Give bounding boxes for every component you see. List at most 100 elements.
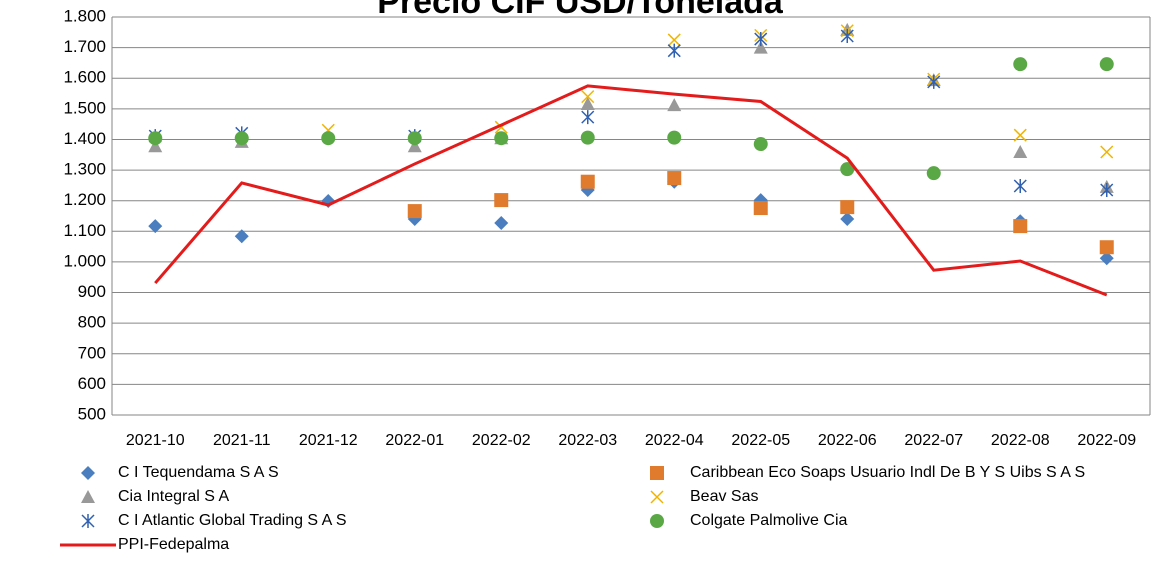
legend-label: Cia Integral S A — [118, 488, 230, 505]
circle — [321, 131, 336, 146]
marker — [753, 201, 768, 216]
marker — [840, 200, 855, 215]
x-tick-label: 2022-05 — [731, 432, 790, 449]
circle — [234, 131, 249, 146]
square — [407, 204, 422, 219]
triangle — [1013, 145, 1028, 159]
triangle — [667, 98, 682, 112]
asterisk — [927, 74, 941, 89]
marker — [1013, 219, 1028, 234]
square — [753, 201, 768, 216]
asterisk — [667, 43, 681, 58]
marker — [494, 193, 509, 208]
cross — [667, 33, 681, 47]
x-tick-label: 2022-09 — [1077, 432, 1136, 449]
marker — [840, 212, 855, 227]
marker — [1013, 178, 1027, 193]
legend-label: C I Atlantic Global Trading S A S — [118, 512, 347, 529]
marker — [840, 162, 855, 177]
square — [667, 171, 682, 186]
x-tick-label: 2022-07 — [904, 432, 963, 449]
circle — [580, 130, 595, 145]
marker — [754, 32, 768, 47]
circle — [1013, 57, 1028, 72]
legend-label: C I Tequendama S A S — [118, 464, 279, 481]
y-tick-label: 1.200 — [63, 190, 106, 209]
x-tick-label: 2022-01 — [385, 432, 444, 449]
marker — [926, 166, 941, 181]
marker — [234, 131, 249, 146]
legend-label: PPI-Fedepalma — [118, 536, 229, 553]
y-tick-label: 1.100 — [63, 221, 106, 240]
chart-title: Precio CIF USD/Tonelada — [377, 0, 784, 21]
square — [580, 174, 595, 189]
marker — [927, 74, 941, 89]
marker — [1100, 145, 1114, 159]
marker — [1100, 182, 1114, 197]
marker — [1099, 57, 1114, 72]
triangle — [580, 96, 595, 110]
square — [494, 193, 509, 208]
square — [1099, 240, 1114, 255]
cross — [1013, 128, 1027, 142]
line — [154, 84, 1108, 297]
x-tick-label: 2022-08 — [991, 432, 1050, 449]
marker — [581, 110, 595, 125]
circle — [148, 131, 163, 146]
asterisk — [754, 32, 768, 47]
circle — [667, 130, 682, 145]
asterisk — [81, 514, 95, 528]
triangle — [753, 40, 768, 54]
circle — [753, 137, 768, 152]
x-tick-label: 2022-06 — [818, 432, 877, 449]
triangle — [81, 490, 95, 503]
x-tick-label: 2021-11 — [213, 432, 271, 449]
y-tick-label: 500 — [78, 404, 106, 423]
x-tick-label: 2022-04 — [645, 432, 704, 449]
marker — [667, 98, 682, 112]
marker — [148, 131, 163, 146]
x-tick-label: 2021-10 — [126, 432, 185, 449]
legend-marker — [650, 514, 664, 528]
circle — [407, 131, 422, 146]
y-tick-label: 1.500 — [63, 98, 106, 117]
marker — [667, 43, 681, 58]
marker — [234, 229, 249, 244]
asterisk — [1013, 178, 1027, 193]
marker — [753, 137, 768, 152]
diamond — [840, 212, 855, 227]
marker — [1013, 57, 1028, 72]
y-tick-label: 1.700 — [63, 37, 106, 56]
marker — [494, 216, 509, 231]
square — [650, 466, 664, 480]
legend-label: Caribbean Eco Soaps Usuario Indl De B Y … — [690, 464, 1085, 481]
marker — [148, 219, 163, 234]
cross — [650, 490, 664, 504]
marker — [1013, 145, 1028, 159]
marker — [148, 139, 163, 153]
circle — [650, 514, 664, 528]
cross — [581, 90, 595, 104]
diamond — [234, 229, 249, 244]
marker — [580, 130, 595, 145]
triangle — [148, 139, 163, 153]
circle — [1099, 57, 1114, 72]
x-tick-label: 2022-02 — [472, 432, 531, 449]
square — [1013, 219, 1028, 234]
marker — [667, 130, 682, 145]
y-tick-label: 600 — [78, 374, 106, 393]
diamond — [494, 216, 509, 231]
circle — [926, 166, 941, 181]
marker — [667, 171, 682, 186]
legend-label: Colgate Palmolive Cia — [690, 512, 848, 529]
marker — [1013, 128, 1027, 142]
marker — [321, 131, 336, 146]
square — [840, 200, 855, 215]
legend-marker — [81, 466, 95, 480]
marker — [580, 174, 595, 189]
x-tick-label: 2022-03 — [558, 432, 617, 449]
legend-marker — [650, 466, 664, 480]
y-tick-label: 1.800 — [63, 6, 106, 25]
marker — [407, 204, 422, 219]
